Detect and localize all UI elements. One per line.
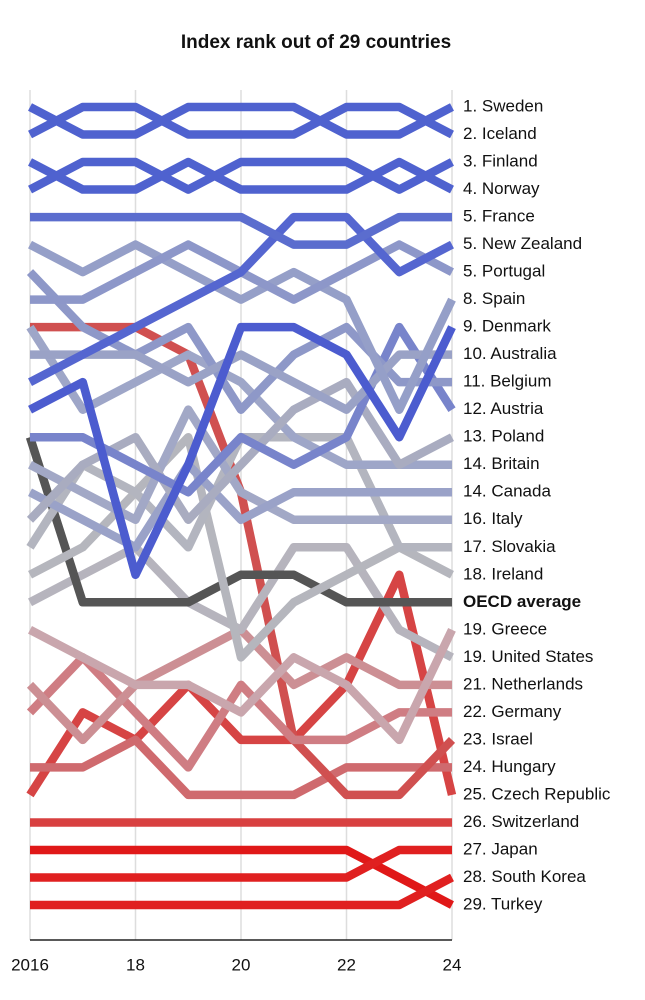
- legend-label: OECD average: [463, 592, 581, 611]
- legend-label: 2. Iceland: [463, 124, 537, 143]
- legend-label: 10. Australia: [463, 344, 557, 363]
- legend-label: 12. Austria: [463, 399, 544, 418]
- x-tick-label: 24: [443, 955, 462, 974]
- legend-label: 5. New Zealand: [463, 234, 582, 253]
- legend-label: 25. Czech Republic: [463, 784, 611, 803]
- legend-label: 5. Portugal: [463, 262, 545, 281]
- legend-label: 24. Hungary: [463, 757, 556, 776]
- legend-label: 3. Finland: [463, 152, 538, 171]
- rank-line: [30, 845, 454, 909]
- legend-label: 26. Switzerland: [463, 812, 579, 831]
- legend-label: 19. United States: [463, 647, 593, 666]
- rank-line: [25, 435, 452, 607]
- legend-label: 21. Netherlands: [463, 674, 583, 693]
- rank-line: [30, 735, 452, 800]
- rank-line: [28, 240, 456, 414]
- x-tick-label: 2016: [11, 955, 49, 974]
- legend-label: 19. Greece: [463, 619, 547, 638]
- legend-label: 5. France: [463, 207, 535, 226]
- legend-label: 27. Japan: [463, 839, 538, 858]
- legend-label: 14. Canada: [463, 482, 551, 501]
- legend-label: 11. Belgium: [463, 372, 552, 391]
- rank-line: [28, 626, 456, 745]
- rank-line: [28, 157, 454, 194]
- rank-line: [30, 212, 452, 249]
- legend-label: 17. Slovakia: [463, 537, 556, 556]
- legend-label: 8. Spain: [463, 289, 525, 308]
- rank-line: [28, 102, 454, 139]
- x-tick-label: 18: [126, 955, 145, 974]
- legend-label: 9. Denmark: [463, 317, 551, 336]
- rank-line: [26, 324, 452, 469]
- legend-label: 4. Norway: [463, 179, 540, 198]
- legend-label: 22. Germany: [463, 702, 562, 721]
- x-tick-label: 20: [232, 955, 251, 974]
- rank-line: [30, 845, 452, 882]
- rank-line: [28, 102, 454, 139]
- rank-line: [28, 322, 456, 580]
- legend-label: 16. Italy: [463, 509, 523, 528]
- legend-label: 14. Britain: [463, 454, 540, 473]
- rank-line: [28, 460, 452, 552]
- legend-label: 28. South Korea: [463, 867, 586, 886]
- chart-title: Index rank out of 29 countries: [181, 32, 451, 53]
- legend-label: 1. Sweden: [463, 96, 543, 115]
- legend-label: 23. Israel: [463, 729, 533, 748]
- rank-line: [28, 157, 454, 194]
- rank-line: [30, 873, 454, 910]
- legend-label: 29. Turkey: [463, 894, 543, 913]
- legend-label: 18. Ireland: [463, 564, 543, 583]
- legend-label: 13. Poland: [463, 427, 544, 446]
- rank-line: [28, 405, 452, 525]
- x-tick-label: 22: [337, 955, 356, 974]
- rank-line: [28, 212, 454, 386]
